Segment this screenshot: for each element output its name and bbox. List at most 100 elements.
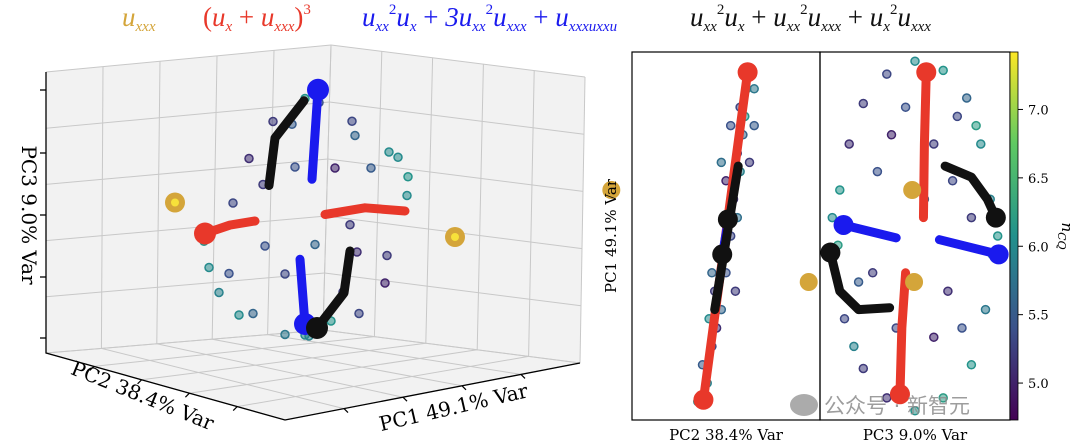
scatter-point bbox=[929, 332, 939, 342]
grid-line bbox=[212, 338, 463, 387]
grid-line bbox=[211, 55, 218, 340]
grid-line bbox=[329, 101, 585, 135]
scatter-point bbox=[929, 139, 939, 149]
scatter-point bbox=[744, 157, 755, 168]
x-tick bbox=[461, 385, 467, 391]
scatter-point bbox=[384, 147, 394, 157]
grid-line bbox=[267, 334, 522, 375]
panel-pc3-pc1 bbox=[819, 51, 1011, 421]
scatter-point bbox=[380, 278, 390, 288]
grid-line bbox=[322, 329, 581, 364]
y-tick bbox=[137, 379, 143, 385]
legend-cubic: (ux + uxxx)3 bbox=[203, 2, 311, 35]
trajectory-endpoint bbox=[737, 62, 758, 83]
scatter-point bbox=[867, 268, 878, 278]
grid-line bbox=[93, 336, 375, 367]
panel-ylabel: PC1 49.1% Var bbox=[602, 178, 620, 293]
y-tick bbox=[232, 406, 238, 412]
scatter-point bbox=[943, 286, 953, 296]
panel-a-xlabel: PC2 38.4% Var bbox=[669, 426, 784, 444]
grid-line bbox=[101, 347, 345, 410]
grid-line bbox=[156, 343, 404, 398]
scatter-point bbox=[966, 360, 977, 370]
wechat-icon bbox=[790, 394, 818, 416]
colorbar-tick-label: 7.0 bbox=[1028, 103, 1049, 118]
trajectory-curve bbox=[895, 268, 911, 399]
trajectory-marker bbox=[712, 244, 733, 265]
grid-line bbox=[45, 272, 325, 298]
grid-line bbox=[237, 355, 529, 408]
scatter-point bbox=[882, 69, 892, 79]
scatter-point bbox=[310, 239, 320, 250]
trajectory-marker bbox=[717, 209, 738, 230]
scatter-point bbox=[204, 262, 214, 273]
scatter-point bbox=[952, 111, 963, 122]
scatter-point bbox=[393, 152, 403, 162]
scatter-point bbox=[910, 406, 920, 416]
colorbar-tick-label: 5.0 bbox=[1028, 377, 1049, 392]
gold-point-center bbox=[451, 233, 459, 241]
scatter-point bbox=[749, 84, 759, 94]
scatter-point bbox=[224, 268, 234, 279]
3d-axis-lines bbox=[45, 72, 581, 421]
grid-line bbox=[141, 342, 426, 381]
scatter-point bbox=[957, 323, 967, 333]
panel-b-xlabel: PC3 9.0% Var bbox=[863, 426, 968, 444]
trajectory-endpoint bbox=[693, 389, 714, 410]
scatter-point bbox=[707, 268, 717, 278]
scatter-point bbox=[961, 93, 972, 103]
scatter-point bbox=[900, 102, 911, 112]
trajectory-curve bbox=[918, 67, 931, 223]
trajectory-endpoint bbox=[985, 207, 1006, 228]
scatter-point bbox=[280, 329, 290, 340]
grid-line bbox=[476, 64, 484, 350]
scatter-point bbox=[248, 308, 258, 319]
scatter-point bbox=[260, 241, 270, 251]
colorbar-tick-label: 6.5 bbox=[1028, 172, 1049, 187]
scatter-point bbox=[966, 212, 977, 223]
scatter-point bbox=[345, 220, 355, 230]
gold-point bbox=[903, 181, 922, 199]
colorbar-label-sub: CQ bbox=[1055, 232, 1068, 249]
trajectory-endpoint bbox=[307, 78, 329, 101]
scatter-point bbox=[347, 116, 357, 126]
3d-axes bbox=[40, 44, 586, 421]
scatter-point bbox=[280, 269, 290, 279]
colorbar-tick-label: 6.0 bbox=[1028, 240, 1049, 255]
trajectory-curve bbox=[934, 235, 1004, 259]
scatter-point bbox=[858, 363, 869, 374]
gold-point-center bbox=[171, 198, 179, 207]
scatter-point bbox=[910, 56, 920, 66]
legend-blue-expr: uxx2ux + 3uxx2uxxx + uxxxuxxu bbox=[362, 2, 618, 35]
watermark: 公众号 · 新智元 bbox=[790, 390, 970, 420]
grid-line bbox=[100, 66, 104, 349]
scatter-point bbox=[330, 163, 340, 173]
trajectory-curve bbox=[710, 161, 743, 315]
scatter-point bbox=[853, 277, 864, 287]
scatter-point bbox=[350, 130, 360, 141]
scatter-point bbox=[716, 157, 727, 168]
3d-marks bbox=[165, 78, 465, 341]
x-tick bbox=[402, 396, 408, 402]
trajectory-endpoint bbox=[820, 242, 841, 263]
scatter-point bbox=[886, 130, 897, 140]
trajectory-curve bbox=[940, 161, 1001, 223]
colorbar-label: nCQ bbox=[1055, 222, 1076, 249]
grid-line bbox=[45, 101, 330, 129]
scatter-point bbox=[244, 153, 254, 164]
scatter-point bbox=[938, 65, 948, 76]
scatter-point bbox=[290, 162, 300, 172]
legend-titles: uxxx (ux + uxxx)3 uxx2ux + 3uxx2uxxx + u… bbox=[0, 2, 1080, 42]
grid-line bbox=[373, 51, 383, 337]
grid-line bbox=[267, 50, 275, 335]
grid-line bbox=[330, 44, 586, 78]
scatter-point bbox=[402, 190, 412, 201]
grid-line bbox=[156, 61, 161, 344]
trajectory-curve bbox=[320, 203, 410, 219]
gold-point bbox=[799, 273, 818, 291]
scatter-point bbox=[971, 120, 981, 131]
panel-pc2-pc1 bbox=[602, 51, 821, 421]
trajectory-endpoint bbox=[988, 244, 1009, 265]
trajectory-curve bbox=[307, 85, 323, 184]
